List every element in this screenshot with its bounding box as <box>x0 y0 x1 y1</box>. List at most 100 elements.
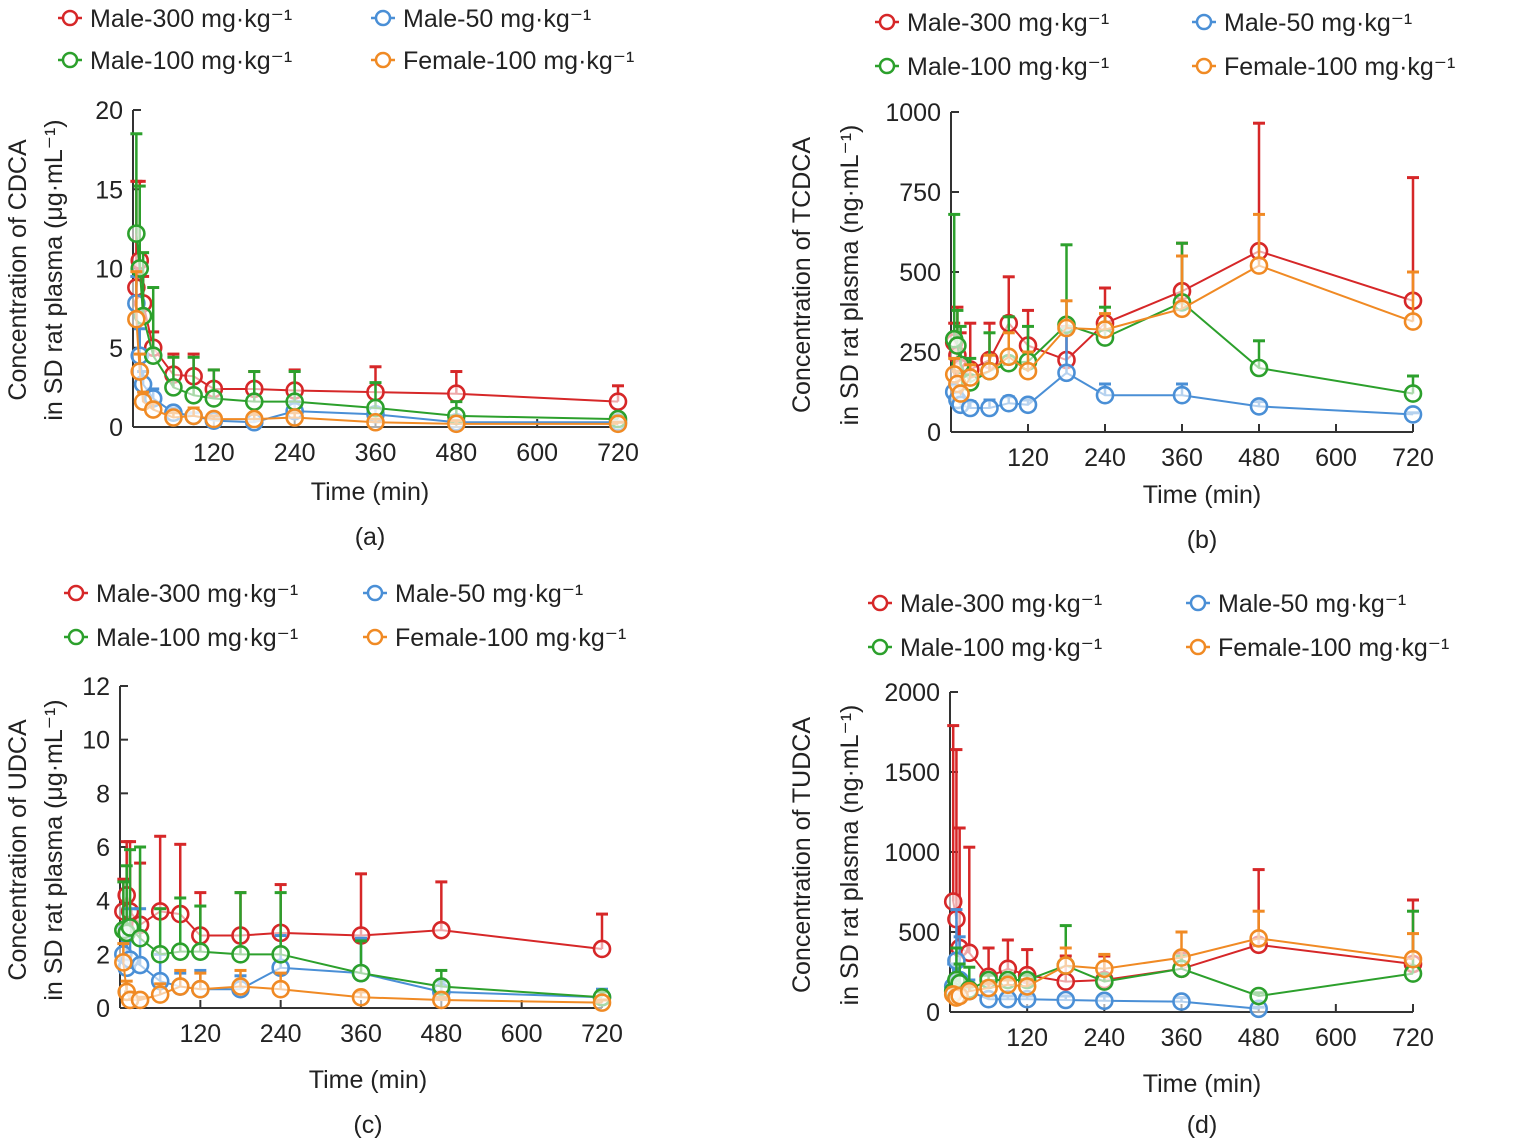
y-tick-label: 10 <box>95 256 123 284</box>
panel-b: Male-300 mg·kg⁻¹ Male-50 mg·kg⁻¹ Male-100 … <box>760 0 1526 560</box>
x-tick-label: 360 <box>340 1020 382 1048</box>
y-tick-label: 20 <box>95 97 123 125</box>
x-tick-label: 240 <box>1083 1024 1125 1052</box>
y-tick-label: 15 <box>95 176 123 204</box>
x-tick-label: 600 <box>1315 1024 1357 1052</box>
data-point <box>948 336 967 355</box>
x-tick-label: 720 <box>1392 1024 1434 1052</box>
legend-label: Female-100 mg·kg⁻¹ <box>403 47 634 75</box>
data-point <box>1249 929 1268 948</box>
data-point <box>980 398 999 418</box>
x-tick-label: 360 <box>1161 444 1203 472</box>
series-0 <box>944 121 1423 379</box>
data-point <box>1095 320 1115 339</box>
x-tick-label: 600 <box>1315 444 1357 472</box>
data-point <box>150 985 170 1004</box>
legend-marker-icon <box>1195 57 1213 75</box>
data-point <box>1095 959 1114 979</box>
y-tick-label: 12 <box>82 673 110 701</box>
x-tick-label: 120 <box>179 1020 221 1048</box>
data-point <box>285 392 304 411</box>
data-point <box>231 945 250 964</box>
series-1 <box>944 328 1423 424</box>
series-3 <box>943 909 1423 1007</box>
chart-tudca: Male-300 mg·kg⁻¹ Male-50 mg·kg⁻¹ Male-100 … <box>788 590 1449 1139</box>
legend-marker-icon <box>366 628 384 646</box>
plot-area <box>944 121 1423 424</box>
data-point <box>1249 256 1269 275</box>
legend-item: Male-300 mg·kg⁻¹ <box>875 9 1109 37</box>
x-tick-label: 360 <box>355 439 397 467</box>
legend-marker-icon <box>374 51 392 69</box>
y-tick-label: 1000 <box>885 99 941 127</box>
legend-label: Male-50 mg·kg⁻¹ <box>1224 9 1412 37</box>
data-point <box>127 224 146 243</box>
data-point <box>184 385 203 405</box>
data-point <box>130 259 150 278</box>
legend-marker-icon <box>67 628 85 646</box>
data-point <box>1057 318 1076 338</box>
y-axis-title-line1: Concentration of TUDCA <box>788 717 816 993</box>
data-point <box>164 378 183 397</box>
legend-label: Male-100 mg·kg⁻¹ <box>96 624 298 652</box>
data-point <box>998 975 1018 995</box>
legend: Male-300 mg·kg⁻¹ Male-50 mg·kg⁻¹ Male-100 … <box>58 5 634 75</box>
data-point <box>608 414 628 434</box>
data-point <box>1249 358 1269 378</box>
y-tick-label: 750 <box>899 179 941 207</box>
legend-marker-icon <box>1195 13 1213 31</box>
legend-label: Male-100 mg·kg⁻¹ <box>90 47 292 75</box>
data-point <box>130 362 150 381</box>
data-point <box>170 942 190 961</box>
data-point <box>164 408 183 427</box>
legend-item: Male-50 mg·kg⁻¹ <box>1186 590 1406 618</box>
data-point <box>244 392 264 411</box>
series-3 <box>114 942 612 1012</box>
legend-marker-icon <box>871 594 889 612</box>
data-point <box>1018 395 1038 415</box>
data-point <box>1057 363 1076 383</box>
data-point <box>244 409 264 429</box>
data-point <box>170 977 190 996</box>
legend-marker-icon <box>374 9 392 27</box>
chart-tcdca: Male-300 mg·kg⁻¹ Male-50 mg·kg⁻¹ Male-100 … <box>788 9 1455 554</box>
data-point <box>999 347 1019 367</box>
legend-label: Male-100 mg·kg⁻¹ <box>900 634 1102 662</box>
data-point <box>184 406 203 426</box>
legend-item: Male-50 mg·kg⁻¹ <box>371 5 591 33</box>
axes: 0 2 4 6 8 10 12 120 240 360 480 600 720 <box>82 673 623 1048</box>
y-tick-label: 1500 <box>884 759 940 787</box>
y-tick-label: 4 <box>96 888 110 916</box>
x-tick-label: 240 <box>1084 444 1126 472</box>
data-point <box>979 978 998 998</box>
x-tick-label: 480 <box>435 439 477 467</box>
data-point <box>1018 361 1038 381</box>
x-tick-label: 240 <box>260 1020 302 1048</box>
x-tick-label: 720 <box>597 439 639 467</box>
legend-item: Male-300 mg·kg⁻¹ <box>58 5 292 33</box>
legend-label: Male-50 mg·kg⁻¹ <box>1218 590 1406 618</box>
data-point <box>1403 405 1423 424</box>
data-point <box>127 309 146 329</box>
axes: 0 500 1000 1500 2000 120 240 360 480 600 720 <box>884 679 1433 1052</box>
data-point <box>204 389 224 408</box>
data-point <box>1172 992 1191 1011</box>
data-point <box>191 942 210 961</box>
y-axis-title-line1: Concentration of TCDCA <box>788 137 816 413</box>
data-point <box>271 979 290 999</box>
legend-marker-icon <box>878 13 896 31</box>
data-point <box>447 414 466 434</box>
chart-cdca: Male-300 mg·kg⁻¹ Male-50 mg·kg⁻¹ Male-100 … <box>4 5 639 551</box>
data-point <box>1056 956 1076 975</box>
x-tick-label: 480 <box>420 1020 462 1048</box>
data-point <box>351 963 371 983</box>
legend: Male-300 mg·kg⁻¹ Male-50 mg·kg⁻¹ Male-100 … <box>64 580 626 652</box>
x-tick-label: 120 <box>193 439 235 467</box>
series-2 <box>114 845 612 1007</box>
y-tick-label: 1000 <box>884 839 940 867</box>
legend-marker-icon <box>61 51 79 69</box>
data-point <box>204 409 224 429</box>
data-point <box>1056 990 1076 1010</box>
data-point <box>130 990 150 1010</box>
x-axis-title: Time (min) <box>1143 1070 1262 1098</box>
